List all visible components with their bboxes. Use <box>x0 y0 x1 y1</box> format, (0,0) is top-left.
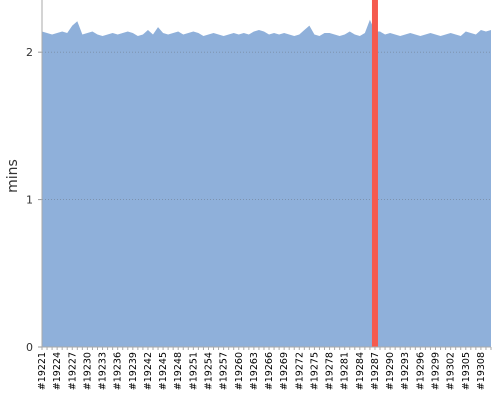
x-tick-label: #19308 <box>476 352 487 390</box>
x-tick-label: #19281 <box>340 352 351 390</box>
x-tick-label: #19251 <box>188 352 199 390</box>
x-tick-label: #19257 <box>219 352 230 390</box>
x-tick-label: #19302 <box>446 352 457 390</box>
x-tick-label: #19293 <box>400 352 411 390</box>
x-tick-label: #19236 <box>113 352 124 390</box>
x-tick-label: #19284 <box>355 352 366 390</box>
x-tick-label: #19233 <box>98 352 109 390</box>
x-tick-label: #19275 <box>309 352 320 390</box>
x-tick-label: #19248 <box>173 352 184 390</box>
x-tick-label: #19254 <box>203 352 214 390</box>
y-tick-label: 1 <box>26 194 33 207</box>
area <box>42 19 491 348</box>
x-tick-label: #19260 <box>234 352 245 390</box>
x-tick-label: #19290 <box>385 352 396 390</box>
x-tick-label: #19224 <box>52 352 63 390</box>
build-marker <box>371 0 378 347</box>
y-tick-label: 2 <box>26 46 33 59</box>
x-tick-label: #19227 <box>67 352 78 390</box>
x-tick-label: #19263 <box>249 352 260 390</box>
x-tick-label: #19245 <box>158 352 169 390</box>
x-tick-label: #19269 <box>279 352 290 390</box>
x-tick-label: #19272 <box>294 352 305 390</box>
x-tick-label: #19305 <box>461 352 472 390</box>
x-tick-label: #19296 <box>415 352 426 390</box>
y-tick-label: 0 <box>26 341 33 354</box>
x-tick-label: #19239 <box>128 352 139 390</box>
x-tick-label: #19230 <box>82 352 93 390</box>
x-tick-label: #19278 <box>325 352 336 390</box>
x-tick-label: #19299 <box>431 352 442 390</box>
x-tick-label: #19266 <box>264 352 275 390</box>
x-tick-label: #19221 <box>37 352 48 390</box>
y-axis-label: mins <box>5 159 21 193</box>
x-tick-label: #19242 <box>143 352 154 390</box>
x-tick-label: #19287 <box>370 352 381 390</box>
